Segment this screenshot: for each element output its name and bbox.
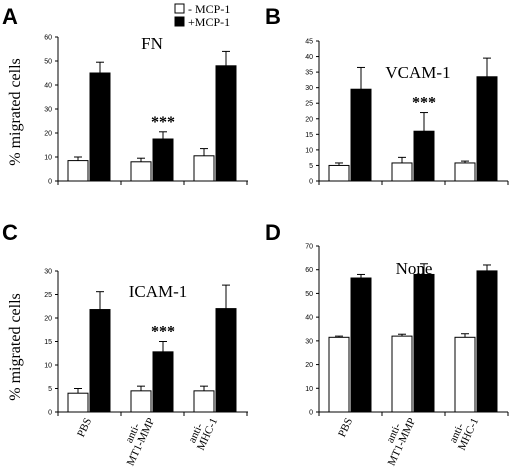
y-tick-label: 20 [44, 316, 52, 323]
bar [130, 390, 152, 413]
y-tick-label: 0 [309, 410, 313, 417]
chart-title: VCAM-1 [385, 63, 450, 82]
bar [413, 130, 435, 182]
legend-swatch [174, 3, 185, 14]
y-tick-label: 15 [44, 339, 52, 346]
bar [350, 277, 372, 413]
y-tick-label: 10 [305, 386, 313, 393]
y-tick-label: 20 [44, 131, 52, 138]
bar [454, 336, 476, 413]
y-tick-label: 25 [305, 101, 313, 108]
bar [350, 88, 372, 182]
panel-letter: B [265, 4, 281, 29]
y-axis-labels: % migrated cells % migrated cells [7, 58, 24, 401]
y-tick-label: 15 [305, 132, 313, 139]
x-category-label: anti-MHC-1 [185, 412, 220, 453]
y-tick-label: 0 [48, 410, 52, 417]
panel-letter: D [265, 220, 281, 245]
bar [89, 72, 111, 182]
y-tick-label: 10 [44, 363, 52, 370]
chart-panel-c: C ICAM-1 0 5 10 15 20 25 30 *** PBS anti-MT1-MMP ant… [2, 220, 248, 468]
significance-marker: *** [412, 95, 436, 112]
y-tick-label: 5 [309, 163, 313, 170]
bar [413, 273, 435, 413]
chart-panel-a: A FN 0 10 20 30 40 50 60 *** [2, 4, 248, 186]
y-tick-label: 40 [305, 54, 313, 61]
bar [152, 138, 174, 182]
y-tick-label: 40 [44, 83, 52, 90]
significance-marker: *** [151, 324, 175, 341]
y-tick-label: 50 [44, 59, 52, 66]
bar [193, 155, 215, 182]
bar [215, 308, 237, 413]
y-tick-label: 60 [44, 35, 52, 42]
y-tick-label: 40 [305, 315, 313, 322]
bar [328, 336, 350, 413]
bar [67, 160, 89, 182]
y-tick-label: 20 [305, 362, 313, 369]
chart-panel-b: B VCAM-1 0 5 10 15 20 25 30 35 40 45 *** [265, 4, 509, 186]
panels: AFN0102030405060***BVCAM-105101520253035… [2, 4, 509, 468]
x-category-label: PBS [75, 416, 94, 439]
y-axis-label: % migrated cells [7, 293, 24, 401]
x-category-label-part: PBS [75, 416, 94, 439]
y-tick-label: 35 [305, 70, 313, 77]
y-tick-label: 20 [305, 116, 313, 123]
y-tick-label: 30 [44, 269, 52, 276]
x-category-label-part: PBS [336, 416, 355, 439]
y-tick-label: 60 [305, 267, 313, 274]
bar [215, 65, 237, 182]
x-category-label: PBS [336, 416, 355, 439]
significance-marker: *** [151, 114, 175, 131]
x-category-label: anti-MHC-1 [446, 412, 481, 453]
x-category-label: anti-MT1-MMP [376, 412, 419, 468]
bar [152, 351, 174, 413]
y-tick-label: 30 [305, 338, 313, 345]
y-tick-label: 0 [309, 179, 313, 186]
bar [391, 335, 413, 413]
y-tick-label: 0 [48, 179, 52, 186]
bar [193, 390, 215, 413]
y-tick-label: 10 [305, 147, 313, 154]
legend: - MCP-1+MCP-1 [174, 2, 230, 29]
chart-title: ICAM-1 [129, 282, 188, 301]
y-tick-label: 70 [305, 244, 313, 251]
y-tick-label: 10 [44, 155, 52, 162]
y-tick-label: 30 [305, 85, 313, 92]
y-tick-label: 5 [48, 386, 52, 393]
y-tick-label: 30 [44, 107, 52, 114]
y-axis-label: % migrated cells [7, 58, 24, 166]
bar [476, 76, 498, 182]
legend-label: +MCP-1 [188, 15, 230, 29]
panel-letter: C [2, 220, 18, 245]
y-tick-label: 25 [44, 292, 52, 299]
y-tick-label: 45 [305, 39, 313, 46]
legend-label: - MCP-1 [188, 2, 230, 16]
bar [454, 162, 476, 182]
y-tick-label: 50 [305, 291, 313, 298]
chart-title: FN [141, 34, 163, 53]
bar [89, 309, 111, 413]
bar [67, 392, 89, 413]
bar [328, 164, 350, 182]
bar [476, 270, 498, 413]
x-category-label: anti-MT1-MMP [115, 412, 158, 468]
bar [391, 162, 413, 182]
bar [130, 161, 152, 182]
legend-swatch [174, 16, 185, 27]
panel-letter: A [2, 4, 18, 29]
